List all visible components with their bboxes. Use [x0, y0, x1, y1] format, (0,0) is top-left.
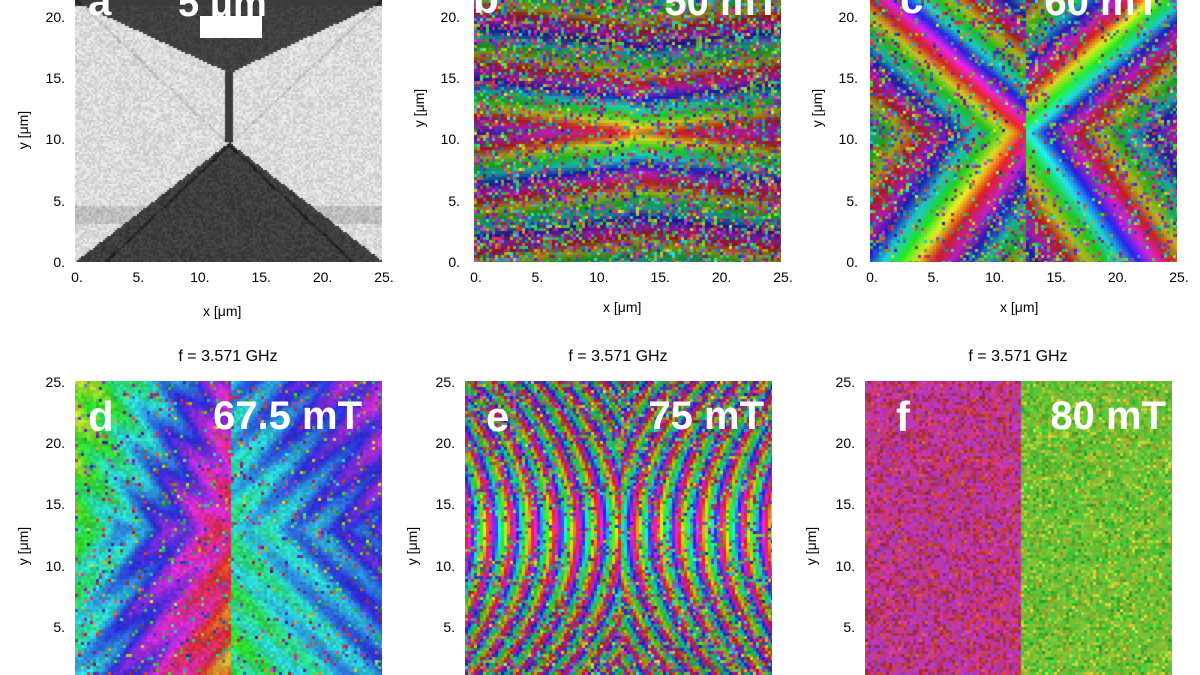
panel-e	[465, 381, 772, 675]
panel-letter-b: b	[473, 0, 499, 20]
y-tick-label: 0.	[448, 254, 460, 270]
y-tick-label: 15.	[838, 70, 858, 87]
y-tick-label: 15.	[440, 70, 460, 87]
field-label-e: 75 mT	[648, 394, 764, 438]
y-tick-label: 20.	[440, 8, 460, 25]
y-tick-label: 15.	[435, 496, 455, 513]
y-tick-label: 0.	[53, 254, 65, 270]
y-tick-label: 20.	[45, 435, 65, 452]
field-label-b: 50 mT	[664, 0, 780, 24]
panel-letter-a: a	[88, 0, 112, 24]
x-axis-label-a: x [μm]	[203, 303, 242, 319]
panel-letter-e: e	[486, 393, 510, 440]
y-tick-label: 20.	[435, 435, 455, 452]
y-tick-label: 10.	[435, 557, 455, 574]
y-tick-label: 10.	[45, 131, 65, 148]
panel-letter-f: f	[896, 393, 910, 440]
field-label-f: 80 mT	[1050, 394, 1166, 438]
y-tick-label: 10.	[45, 557, 65, 574]
y-tick-label: 5.	[53, 619, 65, 635]
panel-d	[75, 381, 382, 675]
y-tick-label: 5.	[443, 619, 455, 635]
scale-bar	[200, 16, 262, 38]
y-tick-label: 5.	[53, 192, 65, 209]
x-tick-label: 0.	[866, 269, 878, 285]
y-tick-label: 20.	[838, 8, 858, 25]
x-tick-label: 25.	[374, 269, 394, 285]
y-axis-label-c: y [μm]	[809, 88, 826, 128]
field-label-d: 67.5 mT	[213, 394, 362, 438]
x-tick-label: 20.	[312, 269, 333, 285]
x-tick-label: 5.	[531, 269, 544, 285]
frequency-title-e: f = 3.571 GHz	[568, 348, 668, 365]
x-tick-label: 25.	[1169, 269, 1189, 285]
field-label-c: 60 mT	[1044, 0, 1160, 24]
x-tick-label: 10.	[985, 269, 1005, 285]
y-tick-label: 0.	[846, 254, 858, 270]
x-tick-label: 20.	[1107, 269, 1128, 285]
y-tick-label: 20.	[45, 8, 65, 25]
x-axis-label-c: x [μm]	[1000, 299, 1039, 315]
scale-label: 5 μm	[178, 0, 267, 25]
y-tick-label: 10.	[838, 131, 858, 148]
y-axis-label-b: y [μm]	[411, 88, 428, 128]
panel-f	[865, 381, 1172, 675]
x-tick-label: 5.	[927, 269, 940, 285]
y-tick-label: 5.	[846, 192, 858, 209]
frequency-title-d: f = 3.571 GHz	[178, 348, 278, 365]
x-tick-label: 15.	[251, 269, 271, 285]
y-tick-label: 20.	[835, 435, 855, 452]
y-tick-label: 15.	[45, 70, 65, 87]
y-tick-label: 10.	[835, 557, 855, 574]
x-tick-label: 10.	[589, 269, 609, 285]
x-axis-label-b: x [μm]	[603, 299, 642, 315]
x-tick-label: 0.	[71, 269, 83, 285]
y-tick-label: 10.	[440, 131, 460, 148]
frequency-title-f: f = 3.571 GHz	[968, 348, 1068, 365]
y-tick-label: 15.	[835, 496, 855, 513]
x-tick-label: 20.	[711, 269, 732, 285]
x-tick-label: 10.	[190, 269, 210, 285]
panel-letter-c: c	[900, 0, 923, 20]
y-tick-label: 25.	[45, 373, 65, 390]
x-tick-label: 25.	[773, 269, 793, 285]
y-tick-label: 15.	[45, 496, 65, 513]
x-tick-label: 15.	[650, 269, 670, 285]
y-tick-label: 25.	[835, 373, 855, 390]
panel-a	[75, 0, 382, 262]
x-tick-label: 15.	[1046, 269, 1066, 285]
y-tick-label: 5.	[448, 192, 460, 209]
panel-b	[474, 0, 781, 262]
panel-c	[870, 0, 1177, 262]
y-tick-label: 5.	[843, 619, 855, 635]
x-tick-label: 5.	[132, 269, 145, 285]
x-tick-label: 0.	[470, 269, 482, 285]
panel-letter-d: d	[88, 393, 114, 440]
y-tick-label: 25.	[435, 373, 455, 390]
